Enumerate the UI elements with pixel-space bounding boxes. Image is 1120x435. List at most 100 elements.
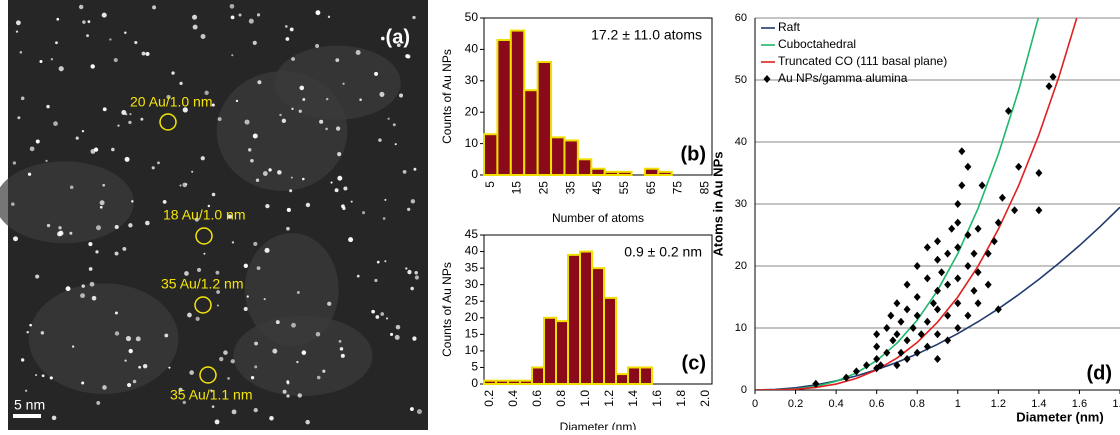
particle: [325, 127, 328, 131]
particle: [229, 3, 235, 9]
bar: [496, 38, 512, 177]
y-tick-label: 0: [471, 167, 478, 181]
particle: [93, 147, 99, 152]
x-tick-label: 5: [483, 181, 497, 188]
x-tick-label: 0.6: [530, 390, 544, 407]
particle: [200, 34, 206, 39]
particle: [81, 284, 85, 288]
particle: [374, 278, 378, 283]
particle: [124, 31, 127, 34]
particle: [246, 295, 249, 298]
particle-marker: [195, 227, 213, 245]
data-point: [903, 280, 911, 289]
particle: [210, 389, 213, 392]
particle: [216, 290, 220, 294]
support-grain: [274, 45, 401, 120]
particle: [281, 118, 287, 124]
x-tick-label: 0.6: [869, 398, 884, 410]
particle: [396, 43, 401, 48]
data-point: [964, 262, 972, 270]
legend-marker: [763, 75, 771, 83]
particle: [13, 236, 18, 242]
particle: [279, 113, 282, 117]
particle: [414, 270, 418, 275]
x-tick-label: 1.0: [578, 390, 592, 407]
bar: [555, 320, 569, 386]
particle: [231, 409, 237, 415]
x-tick-label: 0.8: [910, 398, 925, 410]
particle: [55, 41, 58, 45]
particle: [121, 110, 127, 116]
particle: [399, 93, 404, 98]
data-point: [934, 286, 941, 295]
particle: [305, 419, 310, 425]
data-point: [852, 367, 860, 376]
x-tick-label: 0: [752, 398, 758, 410]
particle: [19, 51, 23, 54]
particle: [124, 359, 127, 362]
particle: [11, 202, 15, 206]
particle: [337, 152, 342, 157]
particle: [99, 205, 103, 209]
data-point: [873, 355, 881, 363]
particle: [164, 333, 169, 338]
particle: [58, 226, 62, 230]
particle: [168, 366, 171, 369]
data-point: [954, 200, 962, 208]
particle: [315, 43, 320, 48]
x-tick-label: 1.4: [626, 390, 640, 407]
y-axis-label: Counts of Au NPs: [440, 49, 454, 144]
particle: [327, 15, 331, 19]
particle: [355, 50, 361, 55]
particle: [286, 394, 290, 398]
particle: [204, 90, 209, 95]
particle: [416, 409, 422, 415]
particle: [243, 306, 248, 312]
y-tick-label: 5: [471, 360, 478, 374]
y-tick-label: 10: [465, 136, 479, 150]
particle: [57, 231, 62, 237]
data-point: [923, 342, 931, 351]
particle: [46, 223, 51, 228]
particle: [40, 331, 45, 335]
data-point: [812, 379, 820, 388]
particle: [348, 237, 354, 243]
particle: [65, 286, 71, 292]
particle-annotation: 20 Au/1.0 nm: [130, 94, 213, 110]
particle: [129, 113, 132, 116]
particle: [203, 252, 206, 255]
particle: [26, 330, 29, 334]
particle: [80, 293, 85, 299]
particle: [179, 81, 183, 86]
particle: [252, 40, 257, 45]
x-tick-label: 85: [697, 181, 711, 195]
particle: [125, 335, 132, 342]
particle: [185, 183, 188, 186]
y-axis-label: Atoms in Au NPs: [710, 152, 725, 257]
particle: [275, 320, 280, 325]
particle: [45, 159, 48, 162]
particle: [244, 119, 250, 125]
particle: [200, 156, 205, 161]
particle: [58, 66, 64, 72]
particle: [335, 58, 340, 63]
y-tick-label: 50: [735, 74, 747, 86]
particle: [145, 51, 150, 57]
data-point: [954, 324, 962, 332]
data-point: [923, 243, 931, 252]
particle: [219, 356, 224, 362]
x-tick-label: 35: [563, 181, 577, 195]
particle: [257, 80, 262, 85]
data-point: [934, 255, 941, 264]
data-point: [994, 218, 1002, 227]
data-point: [1035, 206, 1043, 215]
particle: [277, 170, 282, 175]
bar: [603, 170, 620, 177]
y-tick-label: 20: [465, 310, 479, 324]
particle: [102, 385, 107, 390]
data-point: [934, 237, 941, 246]
particle: [114, 311, 118, 315]
particle: [81, 130, 85, 133]
particle-marker: [159, 113, 177, 131]
legend-label: Truncated CO (111 basal plane): [778, 54, 947, 68]
